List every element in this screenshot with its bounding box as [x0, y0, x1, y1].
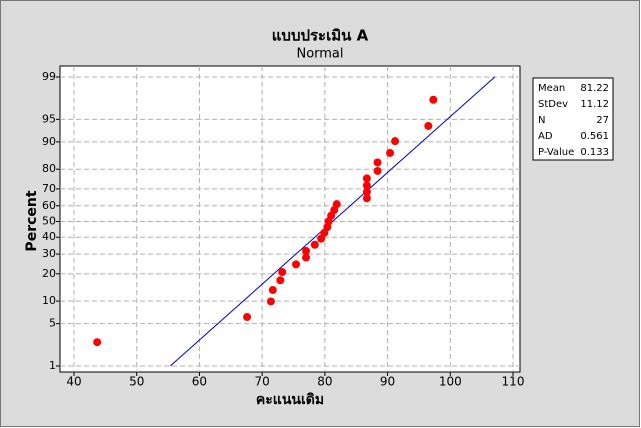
data-point — [391, 137, 400, 146]
y-tick-label: 70 — [42, 182, 56, 195]
y-tick-label: 95 — [42, 112, 56, 125]
data-point — [332, 200, 341, 209]
stat-value: 0.133 — [580, 147, 609, 158]
data-point — [362, 174, 371, 183]
stat-label: N — [538, 115, 545, 126]
x-tick-label: 40 — [66, 375, 81, 389]
x-axis-label: คะแนนเดิม — [256, 392, 324, 408]
data-point — [310, 240, 319, 249]
data-point — [362, 181, 371, 190]
stat-label: StDev — [538, 99, 568, 110]
data-point — [386, 148, 395, 157]
y-tick-label: 50 — [42, 215, 56, 228]
data-point — [278, 268, 287, 277]
y-tick-label: 90 — [42, 135, 56, 148]
plot-area — [59, 65, 521, 373]
chart-subtitle: Normal — [296, 47, 343, 62]
x-tick-label: 90 — [380, 375, 395, 389]
y-tick-label: 5 — [49, 317, 56, 330]
stat-value: 81.22 — [580, 83, 609, 94]
data-point — [268, 286, 277, 295]
stat-label: P-Value — [538, 147, 574, 158]
data-point — [292, 260, 301, 269]
stat-value: 27 — [596, 115, 609, 126]
data-point — [424, 121, 433, 130]
data-point — [429, 95, 438, 104]
stat-label: Mean — [538, 83, 565, 94]
y-tick-label: 80 — [42, 162, 56, 175]
stat-value: 0.561 — [580, 131, 609, 142]
y-tick-label: 99 — [42, 70, 56, 83]
y-tick-label: 10 — [42, 294, 56, 307]
data-point — [93, 338, 102, 347]
y-tick-label: 20 — [42, 267, 56, 280]
data-point — [362, 194, 371, 203]
data-point — [266, 297, 275, 306]
x-tick-label: 70 — [255, 375, 270, 389]
data-point — [362, 187, 371, 196]
x-tick-label: 50 — [129, 375, 144, 389]
data-point — [243, 313, 252, 322]
stat-value: 11.12 — [580, 99, 609, 110]
y-tick-label: 1 — [49, 359, 56, 372]
stats-box — [532, 77, 614, 161]
y-tick-label: 60 — [42, 199, 56, 212]
x-tick-label: 60 — [192, 375, 207, 389]
x-tick-label: 110 — [502, 375, 525, 389]
y-tick-label: 40 — [42, 230, 56, 243]
chart-title: แบบประเมิน A — [272, 27, 369, 45]
data-point — [373, 166, 382, 175]
data-point — [302, 246, 311, 255]
y-axis-label: Percent — [24, 190, 40, 251]
data-point — [302, 253, 311, 262]
y-tick-label: 30 — [42, 247, 56, 260]
data-point — [373, 158, 382, 167]
data-point — [276, 276, 285, 285]
stat-label: AD — [538, 131, 553, 142]
x-tick-label: 100 — [439, 375, 462, 389]
x-tick-label: 80 — [317, 375, 332, 389]
